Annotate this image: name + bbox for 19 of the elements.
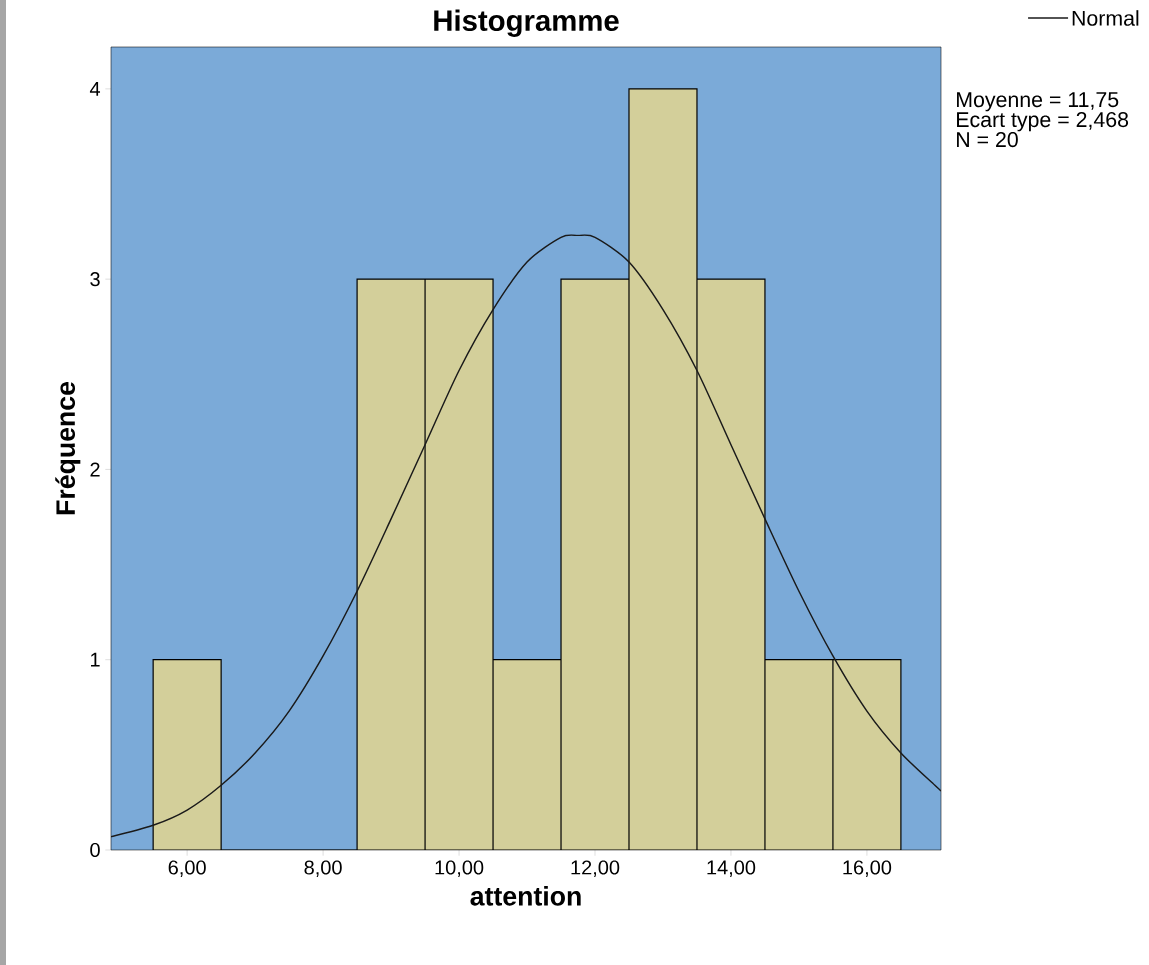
line-series — [111, 234, 942, 838]
y-axis-title: Fréquence — [55, 381, 81, 515]
x-tick-label: 16,00 — [843, 860, 892, 877]
chart-title: Histogramme — [434, 9, 619, 37]
x-tick-label: 6,00 — [168, 860, 206, 877]
x-tick-label: 12,00 — [571, 860, 620, 877]
text: Moyenne = 11,75 — [957, 92, 1119, 112]
x-tick-label: 10,00 — [435, 860, 484, 877]
y-tick-label: 4 — [89, 81, 101, 96]
x-tick-label: 8,00 — [304, 860, 342, 877]
text: Ecart type = 2,468 — [957, 112, 1129, 132]
y-tick-label: 1 — [91, 652, 100, 667]
y-tick-label: 2 — [90, 462, 100, 477]
y-tick-label: 3 — [90, 272, 100, 287]
text: N = 20 — [957, 132, 1018, 148]
legend-label: Normal — [1072, 10, 1139, 26]
x-tick-label: 14,00 — [707, 860, 756, 877]
y-tick-label: 0 — [90, 842, 100, 858]
x-axis-title: attention — [470, 886, 581, 906]
